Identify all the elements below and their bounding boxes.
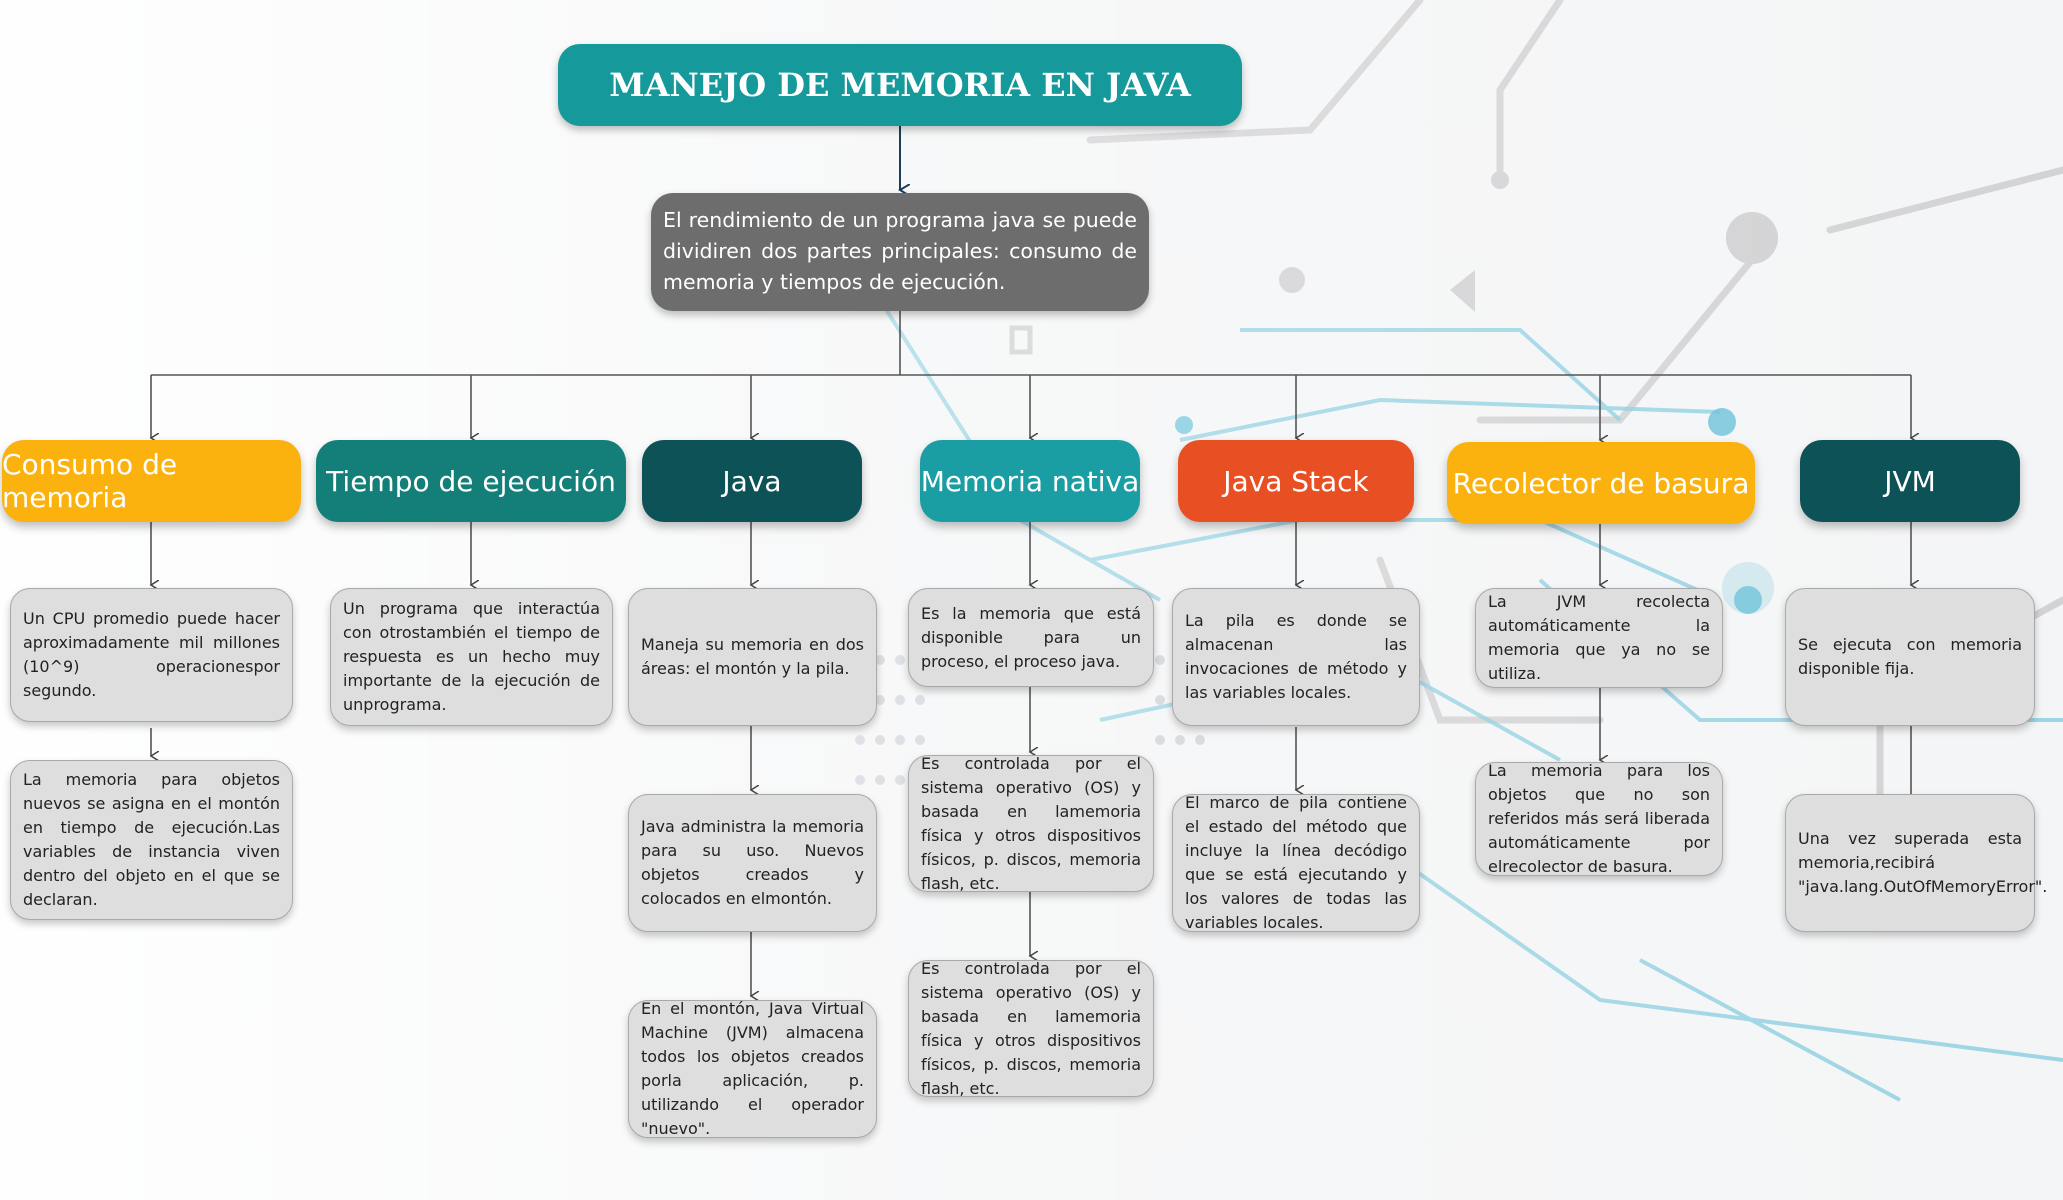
card-recolector-2: La memoria para los objetos que no son r… <box>1475 761 1723 876</box>
category-java-stack: Java Stack <box>1178 440 1414 522</box>
card-tiempo-1: Un programa que interactúa con otrostamb… <box>330 588 613 726</box>
card-jvm-1: Se ejecuta con memoria disponible fija. <box>1785 588 2035 726</box>
category-jvm: JVM <box>1800 440 2020 522</box>
card-java-3: En el montón, Java Virtual Machine (JVM)… <box>628 999 877 1138</box>
card-nativa-3: Es controlada por el sistema operativo (… <box>908 959 1154 1098</box>
card-recolector-1: La JVM recolecta automáticamente la memo… <box>1475 588 1723 688</box>
card-text: La memoria para los objetos que no son r… <box>1488 761 1710 876</box>
card-jvm-2: Una vez superada esta memoria,recibirá "… <box>1785 794 2048 932</box>
card-nativa-2: Es controlada por el sistema operativo (… <box>908 754 1154 893</box>
card-text: Maneja su memoria en dos áreas: el montó… <box>641 635 864 678</box>
category-java: Java <box>642 440 862 522</box>
card-text: Java administra la memoria para su uso. … <box>641 817 864 908</box>
card-text: Una vez superada esta memoria,recibirá "… <box>1798 829 2048 896</box>
card-consumo-2: La memoria para objetos nuevos se asigna… <box>10 760 293 920</box>
card-text: Un CPU promedio puede hacer aproximadame… <box>23 609 280 700</box>
card-text: La pila es donde se almacenan las invoca… <box>1185 611 1407 702</box>
card-stack-1: La pila es donde se almacenan las invoca… <box>1172 588 1420 726</box>
card-text: Es controlada por el sistema operativo (… <box>921 958 1141 1098</box>
card-text: El marco de pila contiene el estado del … <box>1185 793 1407 932</box>
card-java-1: Maneja su memoria en dos áreas: el montó… <box>628 588 877 726</box>
card-text: Un programa que interactúa con otrostamb… <box>343 599 600 714</box>
category-tiempo-de-ejecucion: Tiempo de ejecución <box>316 440 626 522</box>
card-consumo-1: Un CPU promedio puede hacer aproximadame… <box>10 588 293 722</box>
card-text: En el montón, Java Virtual Machine (JVM)… <box>641 999 864 1138</box>
card-java-2: Java administra la memoria para su uso. … <box>628 794 877 932</box>
category-consumo-de-memoria: Consumo de memoria <box>2 440 301 522</box>
card-text: Es controlada por el sistema operativo (… <box>921 753 1141 893</box>
card-text: Es la memoria que está disponible para u… <box>921 603 1141 671</box>
card-stack-2: El marco de pila contiene el estado del … <box>1172 793 1420 932</box>
card-text: La JVM recolecta automáticamente la memo… <box>1488 592 1710 683</box>
card-text: Se ejecuta con memoria disponible fija. <box>1798 635 2022 678</box>
category-memoria-nativa: Memoria nativa <box>920 440 1140 522</box>
diagram-title: MANEJO DE MEMORIA EN JAVA <box>558 44 1242 126</box>
card-nativa-1: Es la memoria que está disponible para u… <box>908 588 1154 687</box>
card-text: La memoria para objetos nuevos se asigna… <box>23 770 280 909</box>
intro-node: El rendimiento de un programa java se pu… <box>651 193 1149 311</box>
category-recolector-de-basura: Recolector de basura <box>1447 442 1755 524</box>
